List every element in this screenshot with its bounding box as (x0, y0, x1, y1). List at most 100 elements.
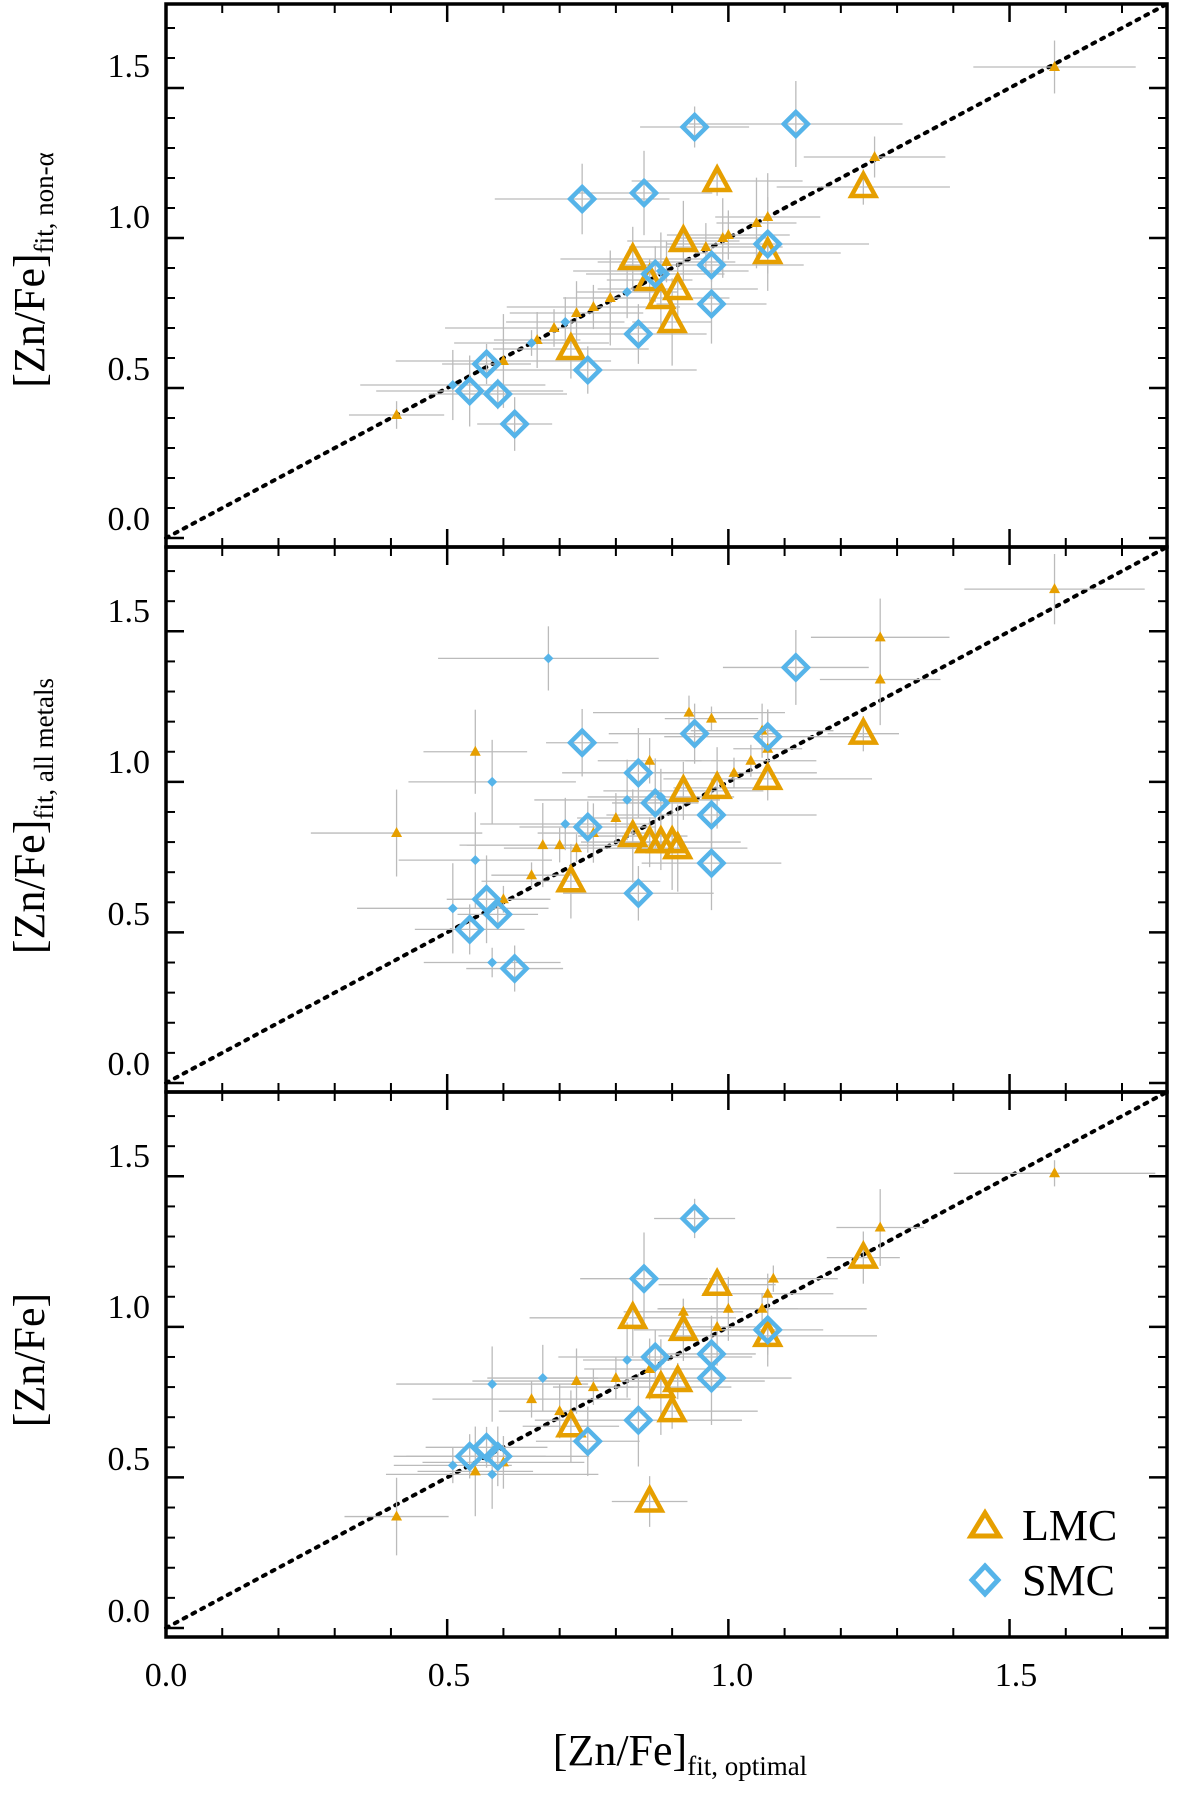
p1-smc-point-small (526, 338, 537, 348)
p2-smc-point (623, 757, 654, 789)
p2-smc-point (482, 899, 513, 930)
p1-lmc-point-small (722, 229, 734, 239)
p2-lmc-point (847, 715, 880, 745)
xtick-label: 1.5 (995, 1657, 1038, 1694)
p2-lmc-point (616, 818, 649, 848)
p2-smc-point-small (487, 776, 498, 787)
p3-one-to-one-line (164, 1090, 1169, 1630)
p3-lmc-point (701, 1267, 733, 1296)
p2-ytick-label: 0.0 (108, 1046, 151, 1083)
p1-one-to-one-line (164, 2, 1169, 540)
p1-smc-point-small (622, 287, 633, 297)
p3-lmc-point-small (644, 1363, 656, 1374)
p3-smc-point (623, 1405, 654, 1436)
p1-smc-point-small (560, 317, 571, 327)
p3-smc-point (628, 1263, 660, 1294)
p3-lmc-point-small (677, 1305, 689, 1316)
p3-lmc-point-small (711, 1320, 723, 1331)
legend: LMC SMC (966, 1501, 1117, 1605)
p2-smc-point-small (487, 957, 498, 968)
p2-lmc-point-small (705, 712, 717, 723)
p2-smc-point (679, 718, 710, 749)
p2-lmc-point-small (526, 869, 538, 880)
p2-smc-point-small (543, 653, 554, 664)
p3-lmc-point-small (762, 1287, 774, 1298)
p3-lmc-point-small (469, 1465, 481, 1476)
p2-lmc-point (667, 773, 700, 803)
p1-smc-point (623, 318, 654, 350)
p3-lmc-point-small (722, 1302, 734, 1313)
p2-lmc-point-small (874, 631, 886, 642)
p1-lmc-point-small (497, 355, 509, 365)
p2-lmc-point-small (610, 811, 622, 822)
p2-lmc-point (701, 770, 733, 800)
p2-smc-point-small (622, 794, 633, 805)
p1-ytick-label: 1.5 (108, 48, 151, 85)
p3-frame (164, 1090, 1169, 1639)
xtick-label: 1.0 (711, 1657, 754, 1694)
p3-smc-point (679, 1203, 710, 1234)
p1-lmc-point (555, 331, 587, 361)
p1-ytick-label: 1.0 (108, 199, 151, 236)
p3-lmc-point-small (391, 1510, 403, 1521)
p2-smc-point-small (447, 903, 458, 914)
p3-lmc-point-small (587, 1381, 599, 1392)
p1-smc-point (696, 249, 727, 281)
p2-smc-point (572, 811, 603, 843)
p3-smc-point (696, 1362, 727, 1394)
xtick-label: 0.5 (428, 1657, 471, 1694)
p2-lmc-point-small (469, 745, 481, 756)
p2-lmc-point-small (683, 706, 695, 717)
p2-smc-point-small (560, 819, 571, 830)
p3-lmc-point-small (756, 1302, 768, 1313)
p2-lmc-point-small (1049, 583, 1061, 594)
p2-smc-point (640, 787, 671, 819)
p2-lmc-point (555, 863, 587, 893)
p2-lmc-point-small (537, 839, 549, 850)
x-axis-title: [Zn/Fe]fit, optimal (553, 1726, 807, 1781)
legend-lmc-marker (966, 1508, 1004, 1539)
p1-lmc-point (616, 241, 649, 271)
p3-smc-point (752, 1314, 783, 1346)
p1-ytick-label: 0.0 (108, 501, 151, 538)
p3-ytick-label: 0.5 (108, 1441, 151, 1478)
p2-smc-point (454, 914, 485, 945)
p3-ytick-label: 1.5 (108, 1138, 151, 1175)
p1-lmc-point (656, 304, 688, 334)
p1-lmc-point (701, 163, 733, 193)
p2-smc-point (752, 721, 783, 752)
p1-lmc-point (847, 169, 880, 199)
p3-lmc-point (847, 1239, 880, 1269)
p3-smc-point-small (537, 1373, 548, 1384)
p1-smc-point (640, 258, 671, 290)
p1-smc-point (752, 228, 783, 260)
legend-smc-marker (968, 1562, 1002, 1598)
p2-ylabel: [Zn/Fe]fit, all metals (5, 678, 59, 954)
p3-lmc-point-small (571, 1375, 583, 1386)
p3-smc-point-small (622, 1354, 633, 1365)
p3-smc-point-small (487, 1469, 498, 1480)
p3-lmc-point (616, 1300, 649, 1330)
p2-lmc-point-small (497, 893, 509, 904)
p1-lmc-point-small (391, 409, 403, 419)
p2-lmc-point-small (644, 754, 656, 765)
p3-lmc-point-small (874, 1221, 886, 1232)
p1-lmc-point-small (1049, 61, 1061, 71)
p1-lmc-point-small (762, 211, 774, 221)
p1-smc-point (499, 408, 530, 440)
p3-lmc-point-small (526, 1393, 538, 1404)
p2-smc-point (696, 799, 727, 831)
p2-smc-point (696, 847, 727, 879)
p3-lmc-point-small (610, 1372, 622, 1383)
p3-smc-point-small (447, 1460, 458, 1471)
p1-ylabel: [Zn/Fe]fit, non-α (5, 152, 59, 388)
p3-lmc-point-small (767, 1272, 779, 1283)
xtick-label: 0.0 (145, 1657, 188, 1694)
p3-lmc-point (633, 1483, 666, 1513)
p1-smc-point (482, 378, 513, 410)
p1-lmc-point (667, 223, 700, 253)
p2-lmc-point-small (554, 839, 566, 850)
p1-lmc-point-small (700, 241, 712, 251)
p3-lmc-point (667, 1312, 700, 1342)
